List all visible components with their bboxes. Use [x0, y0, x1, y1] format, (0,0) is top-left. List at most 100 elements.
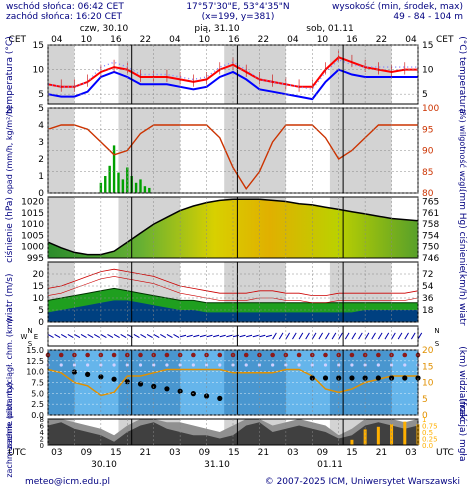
cloud-top-dot [270, 352, 275, 358]
cloud-mid-dot [125, 363, 129, 367]
cloud-mid-dot [112, 363, 116, 367]
cover-left-title: zachmurzenie (oktanty) [5, 382, 14, 477]
pressure-mmhg-tick: 758 [422, 220, 439, 230]
cet-right-label: CET [436, 35, 454, 45]
wind-arrow [292, 332, 297, 340]
grid-text: (x=199, y=381) [202, 12, 275, 22]
wind-tick: 15 [33, 282, 44, 292]
precip-bar [117, 172, 120, 193]
wind-arrow [371, 332, 376, 340]
temp-left-title: temperatura (°C) [5, 36, 15, 113]
top-hour-label: 22 [258, 35, 269, 45]
visibility-tick: 10 [422, 379, 434, 389]
wind-arrow [410, 332, 416, 340]
cloud-mid-dot [323, 363, 328, 367]
compass-s: S [28, 340, 33, 348]
cloud-base-dot [375, 375, 381, 381]
humidity-tick: 95 [422, 125, 433, 135]
precip-bar [148, 187, 151, 193]
pressure-tick: 1005 [21, 231, 44, 241]
wind-arrow [338, 332, 343, 340]
pressure-area [48, 199, 418, 258]
wind-arrow [74, 334, 81, 338]
cloud-mid-dot [152, 363, 156, 367]
utc-hour-label: 21 [258, 448, 269, 458]
top-hour-label: 16 [346, 35, 358, 45]
top-hour-label: 22 [140, 35, 151, 45]
precip-bar [121, 179, 125, 193]
cloud-mid-dot [99, 363, 103, 367]
sunset-text: zachód słońca: 16:20 CET [6, 11, 123, 22]
day-label-3: sob, 01.11 [306, 24, 353, 34]
precip-bar [139, 179, 142, 193]
wind-arrow [344, 332, 350, 340]
cloud-mid-dot [297, 363, 301, 367]
footer-copyright: © 2007-2025 ICM, Uniwersytet Warszawski [265, 477, 460, 487]
wind-arrow [278, 332, 284, 340]
utc-hour-label: 03 [51, 448, 62, 458]
night-band [224, 108, 286, 193]
compass-w: W [21, 333, 28, 341]
fog-bar [350, 439, 354, 445]
wind-arrow [351, 332, 357, 340]
cloud-mid-dot [165, 363, 169, 367]
wind-arrow [146, 334, 153, 338]
precip-tick: 1 [38, 172, 44, 182]
date-label-2: 31.10 [204, 460, 230, 470]
wind-arrow [94, 334, 101, 338]
wind-arrow [252, 334, 259, 338]
top-hour-label: 22 [376, 35, 387, 45]
utc-hour-label: 15 [110, 448, 121, 458]
precip-bar [99, 182, 103, 193]
clouds-left-title: zachm. pion. rozciągł. chm. (km) [5, 319, 14, 450]
fog-tick: 1 [422, 416, 426, 424]
cloud-tick: 5.0 [31, 389, 44, 398]
precip-tick: 0 [38, 189, 44, 199]
wind-arrow [364, 332, 370, 340]
elevation-label: wysokość (min, środek, max) [332, 1, 463, 12]
wind-arrow [133, 334, 140, 338]
wind-arrow [265, 334, 273, 338]
humidity-tick: 80 [422, 189, 434, 199]
top-hour-label: 10 [317, 35, 329, 45]
fog-bar [363, 429, 367, 445]
cloud-mid-dot [271, 363, 275, 367]
cloud-mid-dot [284, 363, 288, 367]
humidity-tick: 90 [422, 147, 434, 157]
wind-tick: 5 [38, 306, 44, 316]
precip-tick: 5 [38, 104, 44, 114]
pressure-mmhg-tick: 765 [422, 198, 439, 208]
cloud-base-dot [190, 391, 196, 397]
visibility-right-title: (km) widzialność [457, 346, 468, 422]
fog-right-title: (frakcja) mgła [457, 399, 467, 462]
wind-arrow [246, 334, 253, 338]
sunrise-text: wschód słońca: 06:42 CET [6, 1, 124, 12]
cloud-tick: 0.0 [31, 411, 44, 420]
night-band [329, 45, 392, 104]
pressure-tick: 1015 [21, 209, 44, 219]
utc-left-label: UTC [8, 448, 26, 458]
wind-arrow [113, 334, 120, 338]
cloud-base-dot [349, 375, 355, 381]
cloud-base-dot [164, 386, 170, 392]
wind-arrow [180, 334, 187, 338]
date-label-1: 30.10 [91, 460, 117, 470]
cloud-mid-dot [363, 363, 367, 367]
fog-tick: 0.25 [422, 436, 438, 444]
wind-tick: 20 [33, 270, 45, 280]
wind-arrow [239, 334, 246, 338]
pressure-mmhg-tick: 761 [422, 209, 439, 219]
cloud-mid-dot [59, 363, 63, 367]
utc-hour-label: 09 [317, 448, 329, 458]
wind-kmh-tick: 54 [422, 282, 434, 292]
pressure-right-title: (mm Hg) ciśnienie [457, 189, 468, 272]
temp-left-tick: 10 [33, 66, 45, 76]
cloud-base-dot [111, 376, 117, 382]
wind-arrow [358, 332, 363, 340]
wind-arrow [199, 334, 206, 338]
cloud-mid-dot [178, 363, 182, 367]
compass-s-right: S [435, 340, 440, 348]
fog-bar [376, 426, 380, 445]
cover-tick: 0 [40, 442, 44, 450]
